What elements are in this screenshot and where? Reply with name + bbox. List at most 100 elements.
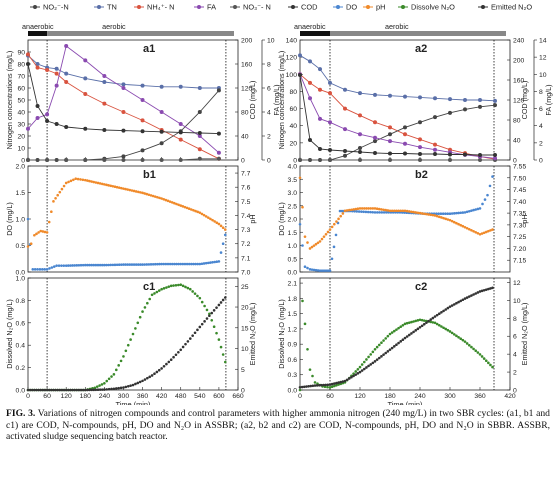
data-point bbox=[343, 153, 347, 158]
data-point bbox=[64, 388, 68, 392]
data-point bbox=[166, 262, 170, 266]
data-point bbox=[332, 222, 336, 226]
data-point bbox=[146, 301, 149, 305]
data-point bbox=[474, 349, 478, 353]
panel-label: c1 bbox=[143, 281, 155, 293]
data-point bbox=[388, 348, 392, 351]
data-point bbox=[179, 204, 183, 207]
data-point bbox=[455, 301, 458, 305]
data-point bbox=[56, 388, 59, 392]
data-point bbox=[138, 380, 142, 384]
y2-tick-label: 0 bbox=[513, 158, 517, 165]
data-point bbox=[126, 343, 130, 347]
data-point bbox=[197, 134, 202, 138]
data-point bbox=[183, 205, 187, 209]
data-point bbox=[418, 158, 422, 162]
x-axis-title: Time (min) bbox=[387, 400, 422, 405]
data-point bbox=[301, 244, 304, 247]
data-point bbox=[94, 263, 98, 267]
data-point bbox=[334, 233, 338, 237]
data-point bbox=[337, 383, 340, 386]
data-point bbox=[94, 181, 98, 184]
data-point bbox=[115, 185, 119, 189]
y-tick-label: 0.0 bbox=[288, 388, 298, 395]
data-point bbox=[76, 177, 80, 181]
data-point bbox=[92, 388, 96, 392]
data-point bbox=[157, 289, 161, 292]
data-point bbox=[137, 263, 140, 266]
data-point bbox=[117, 263, 121, 266]
y2-tick-label: 0 bbox=[241, 158, 245, 165]
data-point bbox=[111, 263, 115, 267]
plot-frame bbox=[27, 165, 239, 273]
data-point bbox=[395, 328, 398, 331]
y-tick-label: 80 bbox=[17, 62, 25, 69]
data-point bbox=[324, 233, 328, 236]
data-point bbox=[463, 340, 467, 343]
data-point bbox=[332, 382, 336, 385]
data-point bbox=[483, 198, 487, 201]
legend-label: TN bbox=[107, 3, 117, 12]
data-point bbox=[64, 44, 69, 48]
data-point bbox=[140, 98, 145, 102]
data-point bbox=[115, 263, 119, 267]
data-point bbox=[102, 80, 107, 84]
data-point bbox=[440, 216, 443, 219]
data-point bbox=[197, 131, 202, 135]
data-point bbox=[117, 186, 121, 189]
data-point bbox=[450, 331, 454, 335]
y2-tick-label: 4 bbox=[513, 352, 517, 359]
data-point bbox=[448, 212, 452, 215]
data-point bbox=[369, 207, 373, 210]
data-point bbox=[467, 343, 471, 347]
data-point bbox=[328, 120, 332, 125]
data-point bbox=[442, 326, 445, 330]
data-point bbox=[324, 383, 328, 387]
data-point bbox=[198, 325, 202, 329]
data-point bbox=[320, 269, 324, 272]
data-point bbox=[75, 388, 79, 392]
data-point bbox=[178, 158, 183, 162]
data-point bbox=[302, 385, 306, 389]
data-point bbox=[45, 231, 49, 234]
y2-tick-label: 7.55 bbox=[513, 164, 526, 171]
data-point bbox=[136, 381, 140, 385]
data-point bbox=[476, 232, 480, 235]
data-point bbox=[375, 207, 379, 211]
data-point bbox=[375, 358, 379, 361]
data-point bbox=[378, 211, 381, 214]
data-point bbox=[140, 118, 145, 123]
data-point bbox=[298, 388, 302, 392]
data-point bbox=[81, 263, 85, 267]
data-point bbox=[90, 180, 93, 183]
x-tick-label: 120 bbox=[61, 393, 73, 400]
panel-a2: anaerobic aerobica20204060801001201400408… bbox=[277, 22, 553, 165]
data-point bbox=[67, 264, 70, 267]
data-point bbox=[188, 337, 192, 340]
data-point bbox=[124, 187, 127, 191]
data-point bbox=[93, 386, 97, 390]
data-point bbox=[330, 225, 334, 229]
data-point bbox=[358, 91, 362, 96]
data-point bbox=[440, 325, 443, 328]
data-point bbox=[482, 357, 486, 360]
legend-label: Emitted N₂O bbox=[491, 3, 532, 12]
y-tick-label: 0.6 bbox=[288, 357, 298, 364]
data-point bbox=[343, 149, 347, 153]
data-point bbox=[328, 91, 332, 96]
data-point bbox=[165, 286, 168, 289]
data-point bbox=[392, 345, 396, 348]
data-point bbox=[472, 293, 475, 296]
data-point bbox=[448, 110, 452, 115]
series-b1-7 bbox=[26, 177, 227, 248]
data-point bbox=[204, 261, 208, 265]
data-point bbox=[410, 210, 413, 214]
data-point bbox=[162, 287, 166, 290]
data-point bbox=[102, 74, 107, 78]
data-point bbox=[437, 323, 441, 327]
data-point bbox=[136, 321, 140, 325]
y-tick-label: 2.1 bbox=[288, 281, 298, 288]
data-point bbox=[35, 232, 38, 236]
data-point bbox=[448, 152, 452, 157]
data-point bbox=[390, 346, 394, 350]
